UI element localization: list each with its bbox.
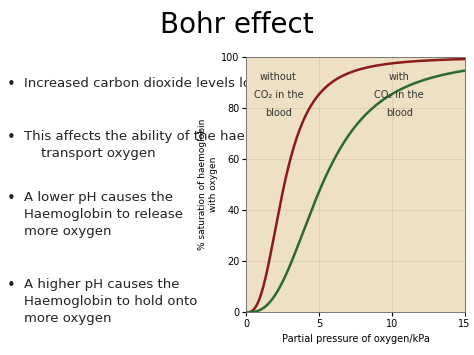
Text: CO₂ in the: CO₂ in the	[254, 90, 303, 100]
Text: without: without	[260, 72, 297, 82]
Y-axis label: % saturation of haemoglobin
with oxygen: % saturation of haemoglobin with oxygen	[198, 119, 219, 250]
Text: •: •	[7, 77, 16, 92]
Text: CO₂ in the: CO₂ in the	[374, 90, 424, 100]
Text: blood: blood	[265, 108, 292, 118]
Text: blood: blood	[386, 108, 412, 118]
X-axis label: Partial pressure of oxygen/kPa: Partial pressure of oxygen/kPa	[282, 333, 429, 344]
Text: This affects the ability of the haemoglobin subunits to
    transport oxygen: This affects the ability of the haemoglo…	[24, 130, 385, 160]
Text: Bohr effect: Bohr effect	[160, 11, 314, 39]
Text: Increased carbon dioxide levels lowers the pH of the blood: Increased carbon dioxide levels lowers t…	[24, 77, 416, 90]
Text: with: with	[389, 72, 410, 82]
Text: •: •	[7, 191, 16, 206]
Text: •: •	[7, 278, 16, 293]
Text: A higher pH causes the
Haemoglobin to hold onto
more oxygen: A higher pH causes the Haemoglobin to ho…	[24, 278, 197, 325]
Text: •: •	[7, 130, 16, 144]
Text: A lower pH causes the
Haemoglobin to release
more oxygen: A lower pH causes the Haemoglobin to rel…	[24, 191, 182, 238]
